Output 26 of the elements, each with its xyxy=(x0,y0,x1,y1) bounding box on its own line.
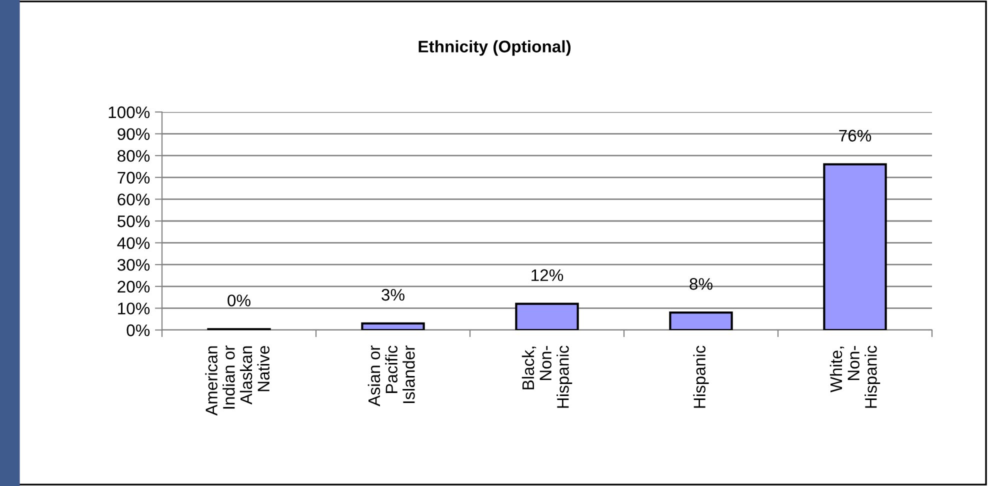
data-label: 0% xyxy=(228,294,250,306)
data-label: 12% xyxy=(532,269,564,282)
y-tick-label: 10% xyxy=(118,302,150,314)
y-tick-label: 80% xyxy=(118,150,150,162)
y-tick-label: 0% xyxy=(126,324,150,336)
x-tick-label: Black, Non- Hispanic xyxy=(522,346,572,408)
data-label: 8% xyxy=(690,278,712,290)
y-tick-label: 90% xyxy=(118,128,150,140)
y-tick-label: 20% xyxy=(118,280,150,293)
x-tick-label: Asian or Pacific Islander xyxy=(368,346,415,406)
y-tick-label: 50% xyxy=(118,215,150,228)
data-label: 76% xyxy=(839,130,872,142)
y-tick-label: 40% xyxy=(117,237,150,250)
x-tick-label: American Indian or Alaskan Native xyxy=(205,346,270,416)
data-label: 3% xyxy=(382,288,404,301)
y-tick-label: 30% xyxy=(117,259,150,271)
x-tick-label: Hispanic xyxy=(693,346,709,408)
y-tick-label: 70% xyxy=(118,172,150,184)
y-tick-label: 60% xyxy=(118,194,150,206)
bar xyxy=(823,163,887,330)
bar xyxy=(515,302,579,330)
bar xyxy=(669,312,733,330)
x-tick-label: White, Non- Hispanic xyxy=(830,346,880,408)
y-tick-label: 100% xyxy=(108,106,150,118)
chart-title: Ethnicity (Optional) xyxy=(418,40,571,56)
bar xyxy=(361,322,425,330)
